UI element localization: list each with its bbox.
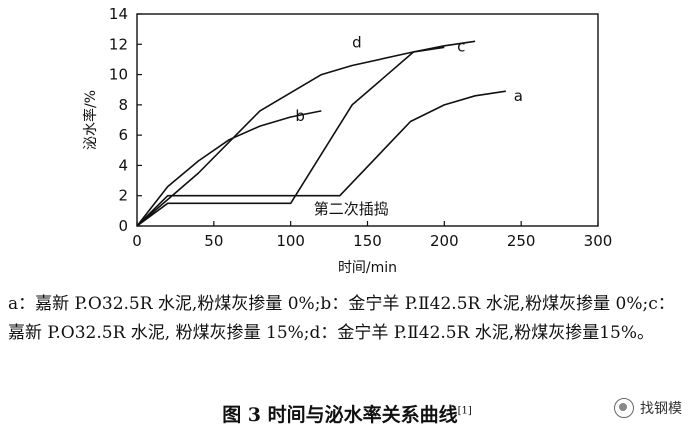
- x-tick-label: 150: [353, 232, 382, 250]
- series-line-c: [136, 40, 476, 227]
- y-tick-label: 4: [118, 156, 128, 174]
- x-tick-label: 100: [276, 232, 305, 250]
- chart-series-group: [136, 40, 506, 227]
- series-label-a: a: [514, 87, 523, 105]
- x-tick-label: 200: [430, 232, 459, 250]
- chart-axes: [136, 13, 599, 227]
- y-axis-label: 泌水率/%: [82, 90, 99, 150]
- y-tick-label: 8: [118, 96, 128, 114]
- series-line-b: [136, 110, 322, 227]
- chart: 0 50 100 150 200 250 300 0 2 4 6 8 10 12 14 a b c d 第二次插捣…: [82, 5, 612, 276]
- wechat-logo-icon: [614, 398, 634, 418]
- chart-series-labels: a b c d: [295, 33, 523, 124]
- x-tick-label: 250: [507, 232, 536, 250]
- x-tick-label: 50: [204, 232, 223, 250]
- plot-frame: [136, 13, 599, 227]
- x-axis-label: 时间/min: [338, 260, 397, 276]
- y-tick-label: 0: [118, 217, 128, 235]
- y-tick-label: 12: [109, 35, 128, 53]
- y-tick-label: 10: [109, 66, 128, 84]
- series-label-b: b: [295, 107, 305, 125]
- watermark-text: 找钢模: [640, 401, 682, 417]
- annotation-second-revibration: 第二次插捣: [314, 200, 389, 218]
- figure-reference: [1]: [457, 405, 472, 417]
- series-label-c: c: [457, 37, 465, 55]
- y-tick-label: 14: [109, 5, 128, 23]
- series-label-d: d: [352, 33, 362, 51]
- x-tick-label: 300: [584, 232, 613, 250]
- figure-legend-caption: a：嘉新 P.O32.5R 水泥,粉煤灰掺量 0%;b：金宁羊 P.Ⅱ42.5R…: [8, 294, 675, 343]
- series-line-d: [136, 46, 445, 227]
- series-line-a: [136, 90, 506, 227]
- figure-title-text: 图 3 时间与泌水率关系曲线: [222, 404, 458, 426]
- y-tick-label: 2: [118, 187, 128, 205]
- y-tick-label: 6: [118, 126, 128, 144]
- figure-title: 图 3 时间与泌水率关系曲线[1]: [0, 400, 694, 427]
- chart-ticks: 0 50 100 150 200 250 300 0 2 4 6 8 10 12 14: [109, 5, 612, 250]
- watermark: 找钢模: [614, 398, 682, 418]
- x-tick-label: 0: [132, 232, 142, 250]
